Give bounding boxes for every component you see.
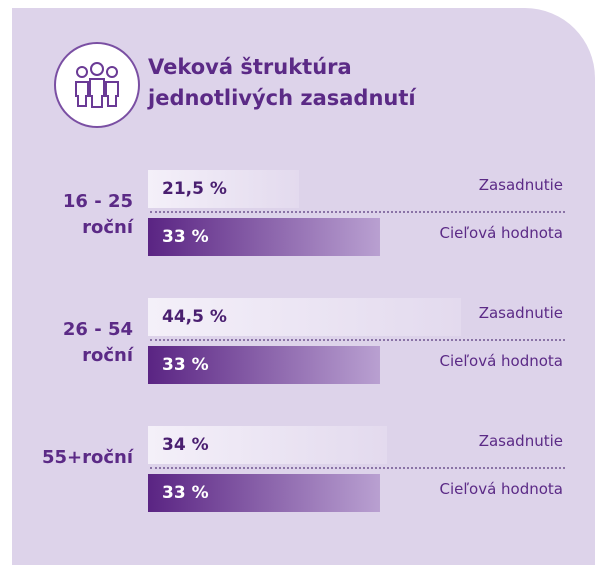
series-label: Zasadnutie	[478, 304, 563, 322]
people-icon	[54, 42, 140, 128]
value-label: 21,5 %	[162, 179, 227, 199]
series-label: Zasadnutie	[478, 176, 563, 194]
series-label: Cieľová hodnota	[439, 224, 563, 242]
category-label: 26 - 54 roční	[62, 319, 133, 366]
value-label: 44,5 %	[162, 307, 227, 327]
category-label: 55+roční	[41, 447, 133, 468]
series-label: Cieľová hodnota	[439, 352, 563, 370]
bar: 21,5 %	[148, 170, 300, 208]
separator	[150, 339, 565, 341]
bar: 33 %	[148, 474, 380, 512]
value-label: 33 %	[162, 227, 209, 247]
bar: 33 %	[148, 218, 380, 256]
category-label: 16 - 25 roční	[62, 191, 133, 238]
bar: 44,5 %	[148, 298, 461, 336]
chart-title: Veková štruktúra jednotlivých zasadnutí	[148, 55, 416, 110]
bar: 33 %	[148, 346, 380, 384]
series-label: Cieľová hodnota	[439, 480, 563, 498]
separator	[150, 211, 565, 213]
bar: 34 %	[148, 426, 388, 464]
separator	[150, 467, 565, 469]
series-label: Zasadnutie	[478, 432, 563, 450]
value-label: 33 %	[162, 355, 209, 375]
value-label: 33 %	[162, 483, 209, 503]
value-label: 34 %	[162, 435, 209, 455]
